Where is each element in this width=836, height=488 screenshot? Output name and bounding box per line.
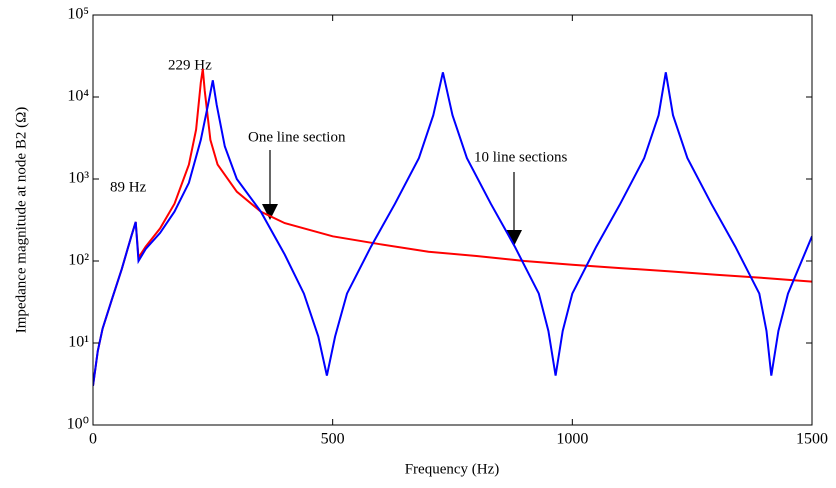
y-tick-label: 10⁴ [67,88,89,105]
y-tick-label: 10² [68,252,89,269]
y-tick-label: 10⁵ [67,6,89,23]
annotation: 229 Hz [168,57,212,73]
annotation: 10 line sections [474,149,567,165]
plot-frame [92,14,813,426]
y-tick-label: 10³ [68,170,89,187]
x-tick-label: 1500 [796,431,828,448]
y-tick-label: 10¹ [68,334,89,351]
y-tick-label: 10⁰ [67,416,89,433]
annotation: One line section [248,129,346,145]
x-axis-label: Frequency (Hz) [405,461,500,477]
arrows [262,150,522,246]
y-axis-label: Impedance magnitude at node B2 (Ω) [13,107,29,334]
annotation: 89 Hz [110,179,147,195]
x-tick-label: 500 [321,431,345,448]
x-tick-label: 1000 [556,431,588,448]
line [93,72,812,387]
x-tick-label: 0 [89,431,97,448]
